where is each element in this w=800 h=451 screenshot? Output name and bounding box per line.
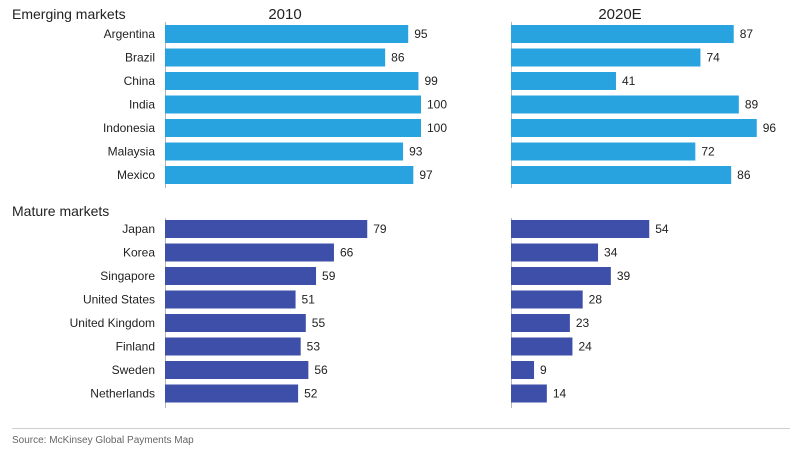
value-label-2020e-indonesia: 96 — [763, 121, 777, 135]
bar-2020e-mexico — [511, 166, 732, 184]
category-label-singapore: Singapore — [100, 269, 155, 283]
bar-2010-brazil — [165, 48, 386, 67]
value-label-2010-malaysia: 93 — [409, 145, 423, 159]
value-label-2010-mexico: 97 — [419, 168, 433, 182]
category-label-united-states: United States — [83, 293, 155, 307]
category-label-united-kingdom: United Kingdom — [70, 316, 155, 330]
bar-2020e-united-states — [511, 290, 583, 309]
bar-2020e-china — [511, 72, 616, 90]
bar-2020e-netherlands — [511, 384, 547, 403]
bar-2010-korea — [165, 243, 334, 262]
value-label-2010-sweden: 56 — [314, 363, 328, 377]
bar-2020e-india — [511, 95, 739, 114]
bar-2010-united-states — [165, 290, 296, 309]
value-label-2010-netherlands: 52 — [304, 387, 318, 401]
bar-2010-sweden — [165, 361, 309, 379]
category-label-india: India — [129, 98, 155, 112]
value-label-2010-brazil: 86 — [391, 51, 405, 65]
bar-2010-singapore — [165, 267, 317, 285]
value-label-2020e-japan: 54 — [655, 222, 669, 236]
value-label-2020e-mexico: 86 — [737, 168, 751, 182]
axis-line-2010-mature — [165, 218, 166, 408]
bar-2010-netherlands — [165, 384, 299, 403]
value-label-2020e-united-states: 28 — [589, 293, 603, 307]
value-label-2020e-sweden: 9 — [540, 363, 547, 377]
bar-2010-united-kingdom — [165, 314, 306, 332]
category-label-netherlands: Netherlands — [90, 387, 155, 401]
bar-2010-japan — [165, 220, 368, 238]
bar-2020e-japan — [511, 220, 650, 238]
category-label-finland: Finland — [116, 340, 155, 354]
category-label-malaysia: Malaysia — [108, 145, 156, 159]
bar-2010-mexico — [165, 166, 414, 184]
value-label-2020e-netherlands: 14 — [553, 387, 567, 401]
panel-title-2020e: 2020E — [598, 6, 642, 23]
bar-2010-indonesia — [165, 119, 421, 137]
value-label-2010-indonesia: 100 — [427, 121, 447, 135]
value-label-2010-united-states: 51 — [302, 293, 316, 307]
axis-line-2020e-mature — [511, 218, 512, 408]
panel-title-2010: 2010 — [268, 6, 302, 23]
bar-2020e-argentina — [511, 25, 734, 43]
value-label-2010-india: 100 — [427, 98, 447, 112]
category-label-argentina: Argentina — [104, 27, 156, 41]
bar-2020e-finland — [511, 337, 573, 356]
value-label-2020e-malaysia: 72 — [701, 145, 715, 159]
category-label-japan: Japan — [122, 222, 155, 236]
category-label-mexico: Mexico — [117, 168, 155, 182]
value-label-2020e-finland: 24 — [578, 340, 592, 354]
bar-2010-finland — [165, 337, 301, 356]
category-label-china: China — [124, 74, 156, 88]
value-label-2020e-korea: 34 — [604, 246, 618, 260]
group-title-emerging: Emerging markets — [12, 6, 126, 22]
bar-2010-malaysia — [165, 142, 404, 161]
bar-2020e-brazil — [511, 48, 701, 67]
value-label-2010-korea: 66 — [340, 246, 354, 260]
value-label-2010-singapore: 59 — [322, 269, 336, 283]
value-label-2010-united-kingdom: 55 — [312, 316, 326, 330]
bar-2020e-sweden — [511, 361, 535, 379]
bar-2020e-korea — [511, 243, 599, 262]
category-label-indonesia: Indonesia — [103, 121, 155, 135]
value-label-2010-china: 99 — [424, 74, 438, 88]
bar-2020e-united-kingdom — [511, 314, 570, 332]
group-title-mature: Mature markets — [12, 203, 110, 219]
value-label-2020e-singapore: 39 — [617, 269, 631, 283]
source-divider — [12, 428, 790, 429]
value-label-2020e-argentina: 87 — [740, 27, 754, 41]
value-label-2010-japan: 79 — [373, 222, 387, 236]
category-label-sweden: Sweden — [112, 363, 155, 377]
bar-2020e-indonesia — [511, 119, 757, 137]
bar-2020e-malaysia — [511, 142, 696, 161]
bar-2010-india — [165, 95, 421, 114]
source-note: Source: McKinsey Global Payments Map — [12, 435, 194, 446]
value-label-2010-argentina: 95 — [414, 27, 428, 41]
value-label-2020e-india: 89 — [745, 98, 759, 112]
category-label-brazil: Brazil — [125, 51, 155, 65]
category-label-korea: Korea — [123, 246, 155, 260]
value-label-2010-finland: 53 — [307, 340, 321, 354]
value-label-2020e-united-kingdom: 23 — [576, 316, 590, 330]
bar-2020e-singapore — [511, 267, 611, 285]
value-label-2020e-china: 41 — [622, 74, 636, 88]
bar-2010-china — [165, 72, 419, 90]
bar-2010-argentina — [165, 25, 409, 43]
value-label-2020e-brazil: 74 — [706, 51, 720, 65]
